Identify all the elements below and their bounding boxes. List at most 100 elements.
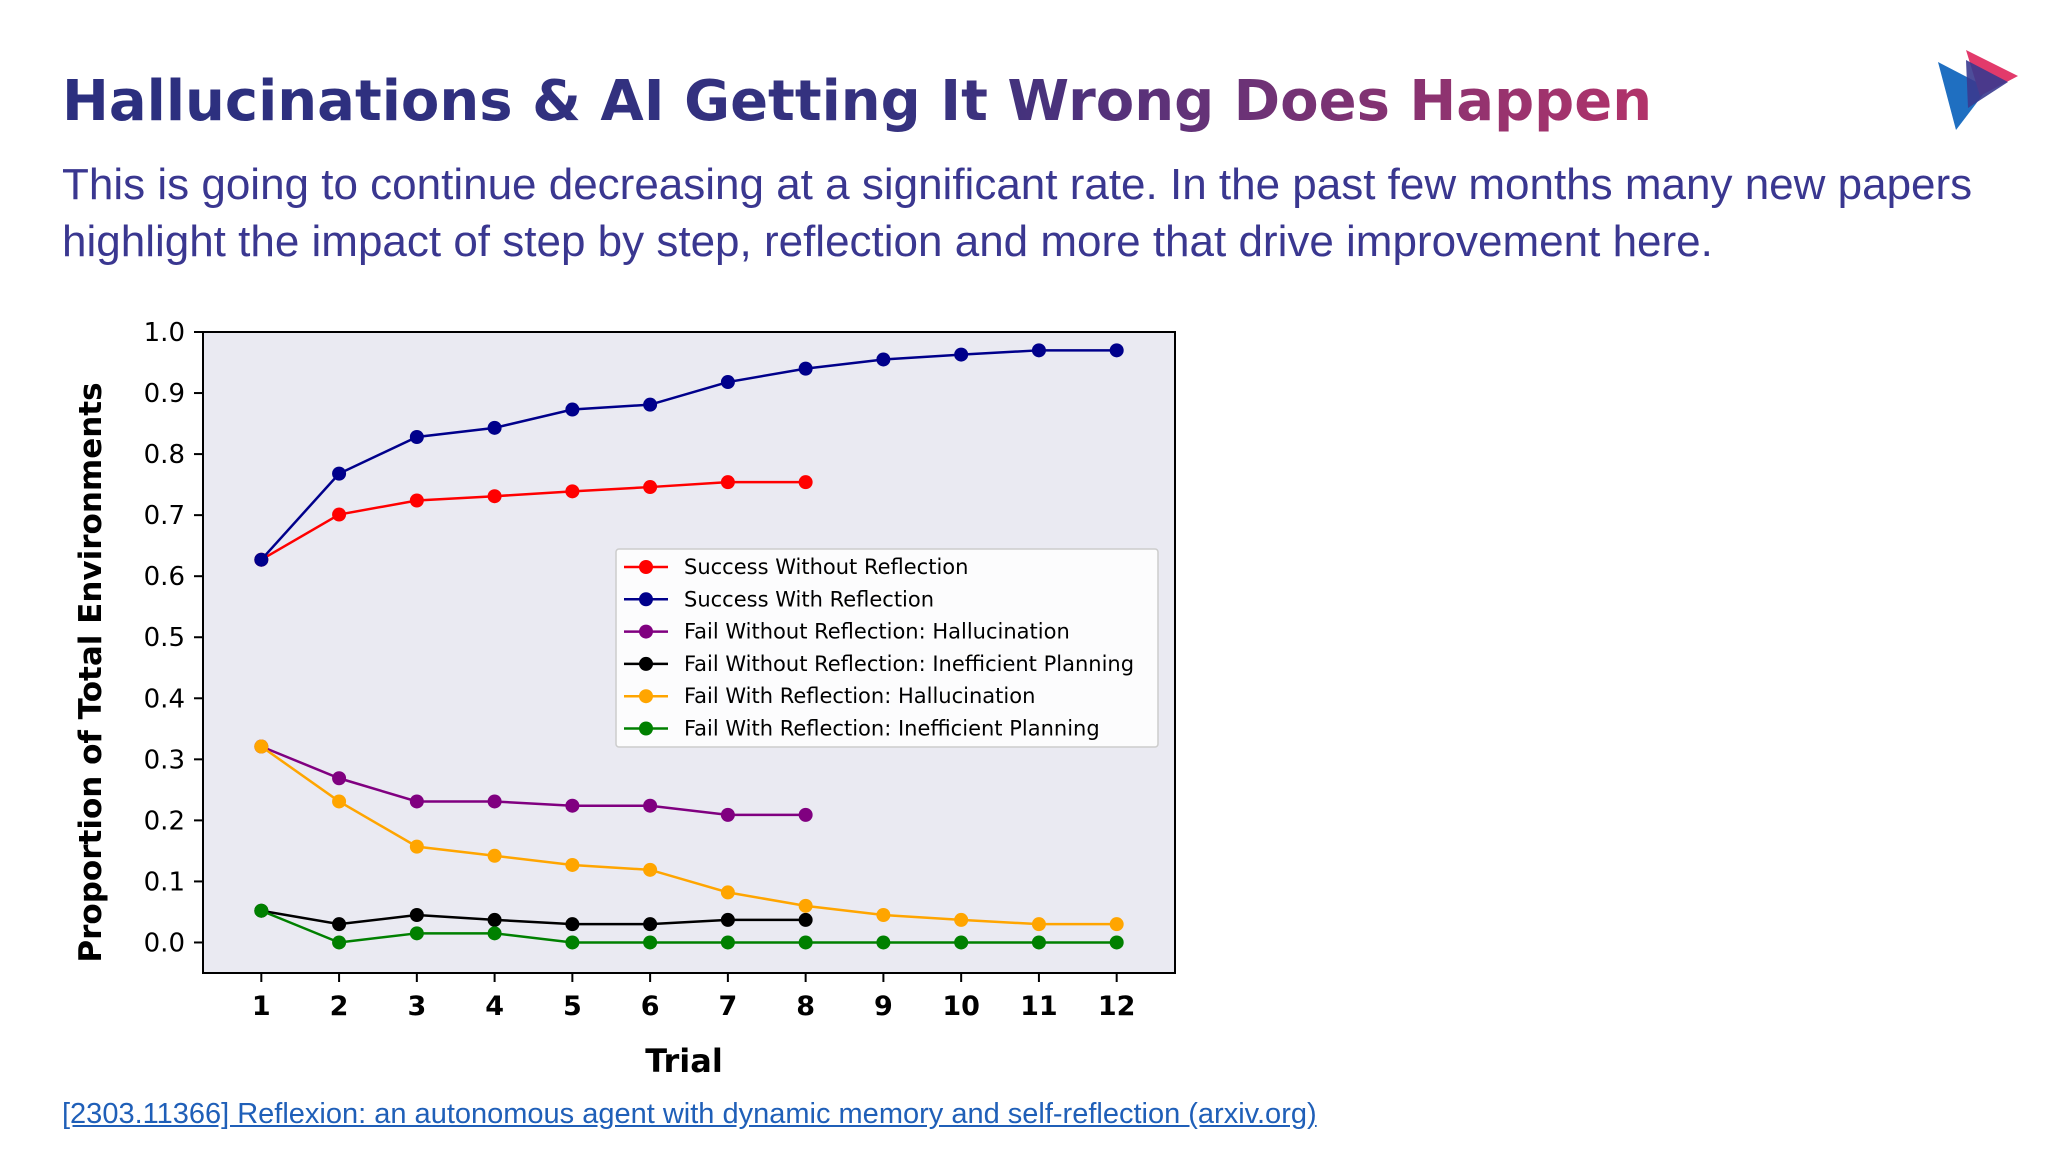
data-point: [565, 798, 580, 813]
series-line: [260, 349, 1117, 561]
series-line: [260, 909, 1117, 944]
data-point: [798, 935, 813, 950]
data-point: [720, 935, 735, 950]
data-point: [643, 480, 658, 495]
y-tick-label: 0.9: [144, 379, 185, 409]
series-layer: [254, 343, 1124, 950]
data-point: [720, 885, 735, 900]
data-point: [254, 552, 269, 567]
data-point: [1109, 343, 1124, 358]
data-point: [643, 397, 658, 412]
data-point: [565, 402, 580, 417]
plot-frame: [202, 331, 1176, 974]
legend-item: Fail Without Reflection: Hallucination: [624, 620, 1070, 644]
data-point: [487, 912, 502, 927]
series-line: [260, 745, 806, 817]
y-tick-label: 0.8: [144, 440, 185, 470]
data-point: [954, 912, 969, 927]
series-4: [254, 739, 1124, 932]
source-link[interactable]: [2303.11366] Reflexion: an autonomous ag…: [62, 1098, 1317, 1130]
data-point: [643, 935, 658, 950]
data-point: [643, 862, 658, 877]
x-tick-label: 1: [252, 991, 271, 1022]
legend-label: Fail With Reflection: Inefficient Planni…: [684, 717, 1100, 741]
legend-marker: [639, 656, 653, 671]
data-point: [332, 917, 347, 932]
data-point: [487, 794, 502, 809]
data-point: [409, 839, 424, 854]
data-point: [487, 926, 502, 941]
legend-item: Fail With Reflection: Inefficient Planni…: [624, 717, 1100, 741]
y-tick-label: 0.0: [144, 928, 185, 958]
slide-title: Hallucinations & AI Getting It Wrong Doe…: [62, 60, 1652, 144]
legend-marker: [639, 689, 653, 704]
y-tick-label: 0.1: [144, 867, 185, 897]
x-tick-label: 5: [563, 991, 582, 1022]
series-5: [254, 903, 1124, 950]
data-point: [876, 908, 891, 923]
x-tick-label: 3: [407, 991, 426, 1022]
legend-label: Fail Without Reflection: Inefficient Pla…: [684, 652, 1134, 676]
y-tick-label: 0.5: [144, 623, 185, 653]
y-tick-label: 1.0: [144, 318, 185, 348]
slide-subtitle: This is going to continue decreasing at …: [62, 160, 1973, 266]
series-2: [254, 739, 813, 822]
data-point: [798, 912, 813, 927]
data-point: [798, 475, 813, 490]
data-point: [332, 935, 347, 950]
legend-item: Fail Without Reflection: Inefficient Pla…: [624, 652, 1134, 676]
data-point: [1109, 917, 1124, 932]
legend-marker: [639, 624, 653, 639]
x-tick-label: 2: [330, 991, 349, 1022]
data-point: [332, 771, 347, 786]
data-point: [332, 466, 347, 481]
data-point: [254, 903, 269, 918]
legend-label: Success Without Reflection: [684, 555, 968, 579]
data-point: [409, 794, 424, 809]
data-point: [798, 898, 813, 913]
data-point: [1031, 935, 1046, 950]
legend-label: Fail With Reflection: Hallucination: [684, 684, 1035, 708]
data-point: [565, 917, 580, 932]
data-point: [876, 935, 891, 950]
x-axis: 1 2 3 4 5 6 7 8 9 10 11 12: [252, 973, 1135, 1022]
data-point: [565, 935, 580, 950]
data-point: [954, 347, 969, 362]
data-point: [720, 912, 735, 927]
legend: Success Without Reflection Success With R…: [615, 548, 1159, 748]
data-point: [409, 908, 424, 923]
legend-item: Fail With Reflection: Hallucination: [624, 684, 1035, 708]
data-point: [487, 489, 502, 504]
x-tick-label: 4: [485, 991, 504, 1022]
data-point: [720, 375, 735, 390]
data-point: [332, 507, 347, 522]
play-triangle-logo-icon: [1938, 50, 2018, 130]
legend-box: [615, 548, 1159, 748]
data-point: [720, 475, 735, 490]
series-line: [260, 745, 1117, 926]
series-line: [261, 909, 806, 926]
series-3: [254, 903, 813, 932]
x-tick-label: 11: [1020, 991, 1058, 1022]
x-tick-label: 7: [718, 991, 737, 1022]
legend-marker: [639, 592, 653, 607]
y-tick-label: 0.4: [144, 684, 185, 714]
x-tick-label: 9: [874, 991, 893, 1022]
legend-marker: [639, 721, 653, 736]
x-tick-label: 8: [796, 991, 815, 1022]
data-point: [798, 807, 813, 822]
series-line: [260, 480, 806, 561]
data-point: [254, 739, 269, 754]
data-point: [1109, 935, 1124, 950]
data-point: [487, 848, 502, 863]
data-point: [332, 794, 347, 809]
data-point: [487, 420, 502, 435]
y-axis-label: Proportion of Total Environments: [73, 382, 109, 962]
data-point: [643, 917, 658, 932]
legend-item: Success With Reflection: [624, 587, 934, 611]
data-point: [876, 352, 891, 367]
y-tick-label: 0.7: [144, 501, 185, 531]
y-tick-label: 0.3: [144, 745, 185, 775]
data-point: [643, 798, 658, 813]
